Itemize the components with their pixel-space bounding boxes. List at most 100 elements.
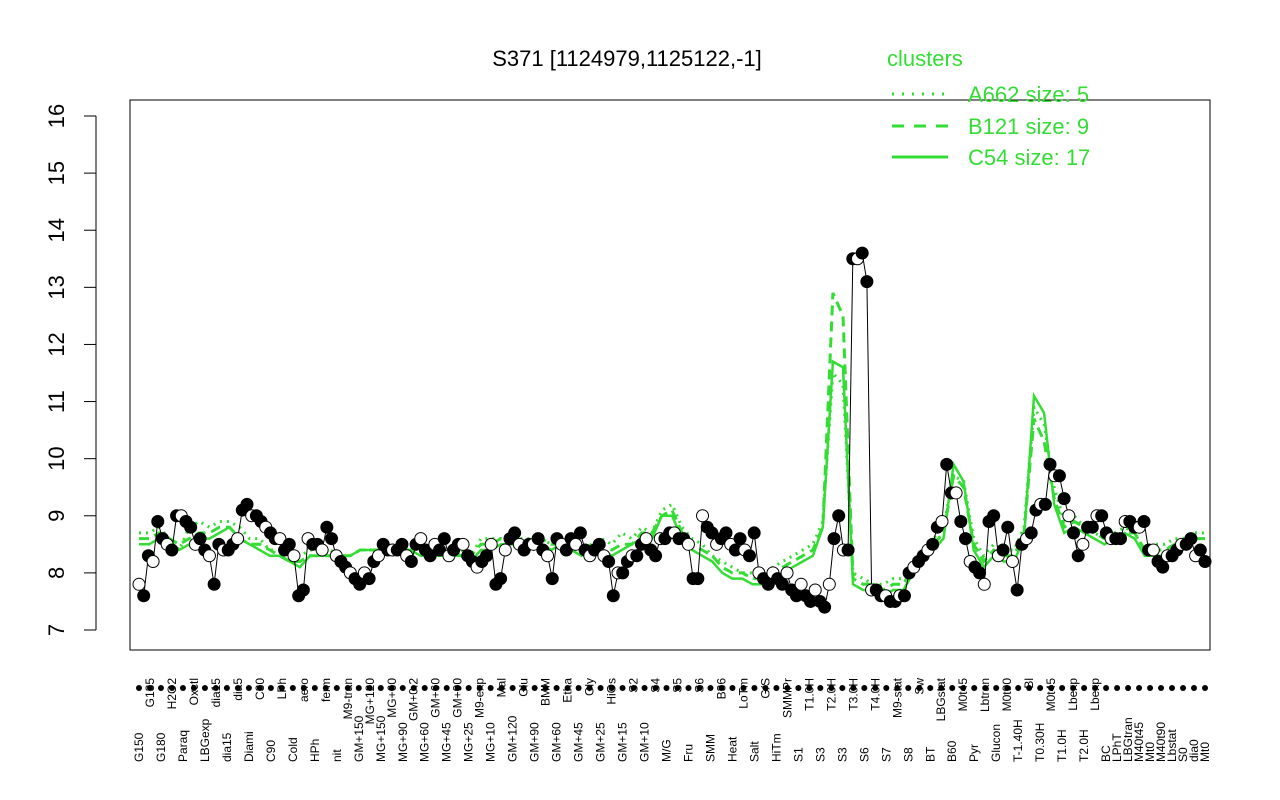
x-tick-label: GM+120 [506,715,520,762]
data-point [456,537,470,551]
x-tick-label: G135 [143,678,157,708]
y-tick-label: 8 [44,567,69,579]
data-point [1076,537,1090,551]
x-tick-label: Oxctl [187,678,201,705]
x-tick-mark [223,685,230,691]
x-tick-label: nit [330,749,344,762]
data-point [1052,469,1066,483]
data-point [184,520,198,534]
x-tick-label: Glu [517,678,531,697]
x-tick-mark [729,685,736,691]
x-tick-mark [1081,685,1088,691]
x-tick-label: MG+150 [374,715,388,762]
x-tick-label: LPhT [1110,733,1124,762]
x-tick-mark [322,685,329,691]
data-point [926,537,940,551]
x-tick-label: MG+120 [363,678,377,725]
x-tick-label: LPh [275,678,289,699]
x-tick-mark [542,685,549,691]
data-point [231,532,245,546]
x-tick-label: HiTm [769,733,783,762]
data-point [414,532,428,546]
x-tick-mark [1004,685,1011,691]
y-tick-label: 10 [44,446,69,470]
x-tick-label: MG+45 [440,722,454,762]
x-tick-label: C90 [264,740,278,762]
legend-entry-0: A662 size: 5 [968,82,1089,107]
x-tick-mark [795,685,802,691]
x-tick-label: S8 [901,747,915,762]
x-tick-mark [136,685,142,691]
x-tick-label: GM+45 [572,722,586,762]
data-point [987,509,1001,523]
x-tick-mark [861,685,868,691]
x-tick-label: dia0 [1187,739,1201,762]
x-tick-label: GM+90 [528,722,542,762]
x-tick-label: Lbexp [1088,678,1102,711]
data-point [1024,526,1038,540]
x-tick-mark [168,685,175,691]
data-point [1137,514,1151,528]
x-tick-mark [630,685,637,691]
x-tick-label: SMM [703,734,717,762]
data-point [1193,543,1207,557]
data-point [1001,520,1015,534]
data-point [827,532,841,546]
x-tick-mark [465,685,472,691]
x-tick-mark [971,685,978,691]
data-point [649,549,663,563]
data-point [165,543,179,557]
x-tick-mark [817,685,824,691]
x-tick-label: T1.0H [1055,729,1069,762]
x-tick-label: LBGstat [934,677,948,721]
x-tick-label: S4 [649,678,663,693]
data-point [296,583,310,597]
x-tick-mark [256,685,263,691]
data-point [996,543,1010,557]
x-tick-mark [267,685,274,691]
legend-entry-2: C54 size: 17 [968,145,1090,170]
x-tick-mark [707,685,714,691]
x-tick-mark [641,685,648,691]
x-tick-mark [1026,685,1033,691]
x-tick-mark [839,685,846,691]
x-tick-mark [531,685,538,691]
x-tick-label: Heat [725,736,739,762]
x-tick-label: dia5 [231,678,245,701]
data-point [691,572,705,586]
data-point [1043,457,1057,471]
data-point [1085,520,1099,534]
data-point [151,514,165,528]
data-point [484,537,498,551]
data-point [742,549,756,563]
x-tick-mark [498,685,505,691]
x-tick-label: ferm [319,678,333,702]
data-point [780,566,794,580]
x-tick-label: LBGtran [1121,717,1135,762]
x-tick-label: GM+25 [594,722,608,762]
data-point [273,532,287,546]
data-point [371,549,385,563]
x-tick-mark [388,685,395,691]
data-point [696,509,710,523]
x-tick-mark [190,685,197,691]
data-point [404,554,418,568]
data-point [832,509,846,523]
x-tick-label: Bl [1022,678,1036,689]
x-tick-mark [1092,685,1099,691]
x-tick-label: SMMPr [780,678,794,718]
x-tick-mark [201,685,208,691]
x-tick-label: M40t90 [1154,722,1168,762]
data-point [287,549,301,563]
x-tick-label: T0.30H [1033,723,1047,762]
x-tick-label: T2.0H [1077,729,1091,762]
x-tick-mark [410,685,417,691]
data-point [320,520,334,534]
chart-title: S371 [1124979,1125122,-1] [492,46,762,71]
x-tick-label: M0t45 [1044,678,1058,712]
x-tick-mark [828,685,835,691]
x-tick-label: G150 [132,732,146,762]
x-tick-mark [509,685,516,691]
data-point [498,543,512,557]
data-point [1071,549,1085,563]
